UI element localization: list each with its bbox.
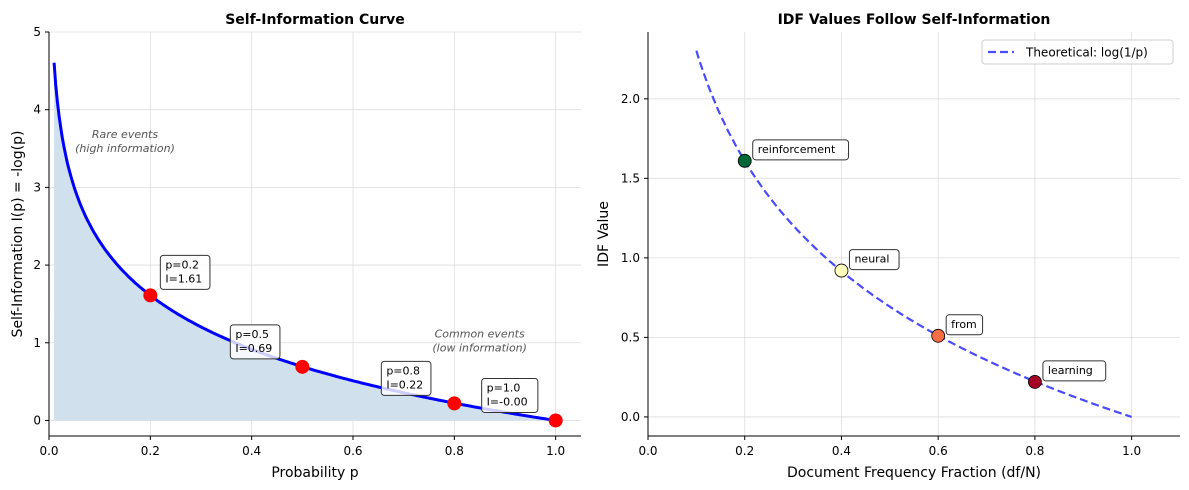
x-tick-label: 0.6 bbox=[929, 444, 948, 458]
data-point bbox=[447, 396, 462, 411]
x-tick-label: 0.8 bbox=[445, 444, 464, 458]
y-tick-label: 1.0 bbox=[621, 251, 640, 265]
x-tick-label: 1.0 bbox=[1122, 444, 1141, 458]
y-tick-label: 2.0 bbox=[621, 92, 640, 106]
region-annotation: Rare events (high information) bbox=[75, 128, 175, 155]
word-point bbox=[931, 328, 946, 343]
word-label-line: reinforcement bbox=[758, 143, 836, 156]
point-annotation-box bbox=[481, 377, 539, 413]
word-label-box bbox=[848, 249, 900, 271]
word-point bbox=[1028, 375, 1042, 389]
x-tick-label: 0.6 bbox=[343, 444, 362, 458]
point-annotation-line: p=1.0 bbox=[487, 381, 521, 394]
x-tick-label: 0.0 bbox=[39, 444, 58, 458]
x-tick-label: 0.4 bbox=[242, 444, 261, 458]
point-annotation: p=0.2 I=1.61 bbox=[165, 258, 202, 285]
point-annotation-line: I=0.22 bbox=[386, 378, 423, 391]
legend: Theoretical: log(1/p) bbox=[981, 39, 1174, 65]
chart-title: IDF Values Follow Self-Information bbox=[778, 12, 1051, 28]
word-label: neural bbox=[854, 253, 889, 266]
point-annotation-line: p=0.2 bbox=[165, 258, 199, 271]
word-label: reinforcement bbox=[758, 143, 836, 156]
self-information-chart: 0.0 0.2 0.4 0.6 0.8 1.0 0 1 2 3 4 5 Self-Information… bbox=[10, 12, 581, 481]
point-annotation-line: I=1.61 bbox=[165, 272, 202, 285]
y-tick-label: 1 bbox=[33, 336, 41, 350]
y-tick-label: 0.5 bbox=[621, 330, 640, 344]
point-annotation-box bbox=[229, 324, 281, 360]
data-point bbox=[143, 288, 158, 303]
word-label-line: neural bbox=[854, 253, 889, 266]
y-tick-label: 3 bbox=[33, 180, 41, 194]
region-annotation-line: Rare events bbox=[92, 128, 159, 141]
x-tick-label: 0.2 bbox=[735, 444, 754, 458]
point-annotation-line: I=0.69 bbox=[235, 342, 272, 355]
x-tick-label: 1.0 bbox=[546, 444, 565, 458]
x-axis-label: Document Frequency Fraction (df/N) bbox=[787, 465, 1041, 481]
word-label-line: from bbox=[951, 318, 977, 331]
point-annotation-box bbox=[380, 360, 432, 396]
point-annotation: p=1.0 I=-0.00 bbox=[487, 381, 528, 408]
point-annotation-box bbox=[159, 254, 211, 290]
y-tick-label: 0.0 bbox=[621, 410, 640, 424]
idf-chart: 0.0 0.2 0.4 0.6 0.8 1.0 0.0 0.5 1.0 1.5 2.0 Theoret… bbox=[596, 12, 1180, 481]
y-tick-label: 0 bbox=[33, 413, 41, 427]
y-tick-label: 5 bbox=[33, 25, 41, 39]
point-annotation-line: p=0.5 bbox=[235, 328, 269, 341]
theoretical-curve bbox=[695, 50, 1132, 418]
region-annotation-line: Common events bbox=[435, 328, 525, 341]
chart-title: Self-Information Curve bbox=[225, 12, 405, 28]
x-tick-label: 0.2 bbox=[141, 444, 160, 458]
y-axis-label: Self-Information I(p) = -log(p) bbox=[10, 131, 26, 338]
x-tick-label: 0.4 bbox=[832, 444, 851, 458]
word-label-box bbox=[752, 139, 850, 161]
word-point bbox=[834, 263, 849, 278]
area-fill bbox=[54, 62, 556, 421]
y-tick-label: 1.5 bbox=[621, 171, 640, 185]
region-annotation-line: (low information) bbox=[432, 342, 527, 355]
word-point bbox=[737, 153, 752, 168]
point-annotation-line: p=0.8 bbox=[386, 364, 420, 377]
data-point bbox=[295, 359, 310, 374]
word-label: learning bbox=[1048, 364, 1093, 377]
word-label-line: learning bbox=[1048, 364, 1093, 377]
data-point bbox=[548, 413, 563, 428]
legend-box bbox=[981, 39, 1174, 65]
point-annotation: p=0.5 I=0.69 bbox=[235, 328, 272, 355]
y-axis-label: IDF Value bbox=[596, 201, 612, 267]
word-label-box bbox=[945, 314, 984, 336]
point-annotation-line: I=-0.00 bbox=[487, 395, 528, 408]
x-tick-label: 0.0 bbox=[638, 444, 657, 458]
word-label-box bbox=[1042, 360, 1107, 382]
legend-label: Theoretical: log(1/p) bbox=[1025, 46, 1148, 60]
region-annotation-line: (high information) bbox=[75, 142, 175, 155]
y-tick-label: 2 bbox=[33, 258, 41, 272]
word-label: from bbox=[951, 318, 977, 331]
x-tick-label: 0.8 bbox=[1025, 444, 1044, 458]
point-annotation: p=0.8 I=0.22 bbox=[386, 364, 423, 391]
y-tick-label: 4 bbox=[33, 103, 41, 117]
region-annotation: Common events (low information) bbox=[432, 328, 527, 355]
x-axis-label: Probability p bbox=[271, 465, 358, 481]
